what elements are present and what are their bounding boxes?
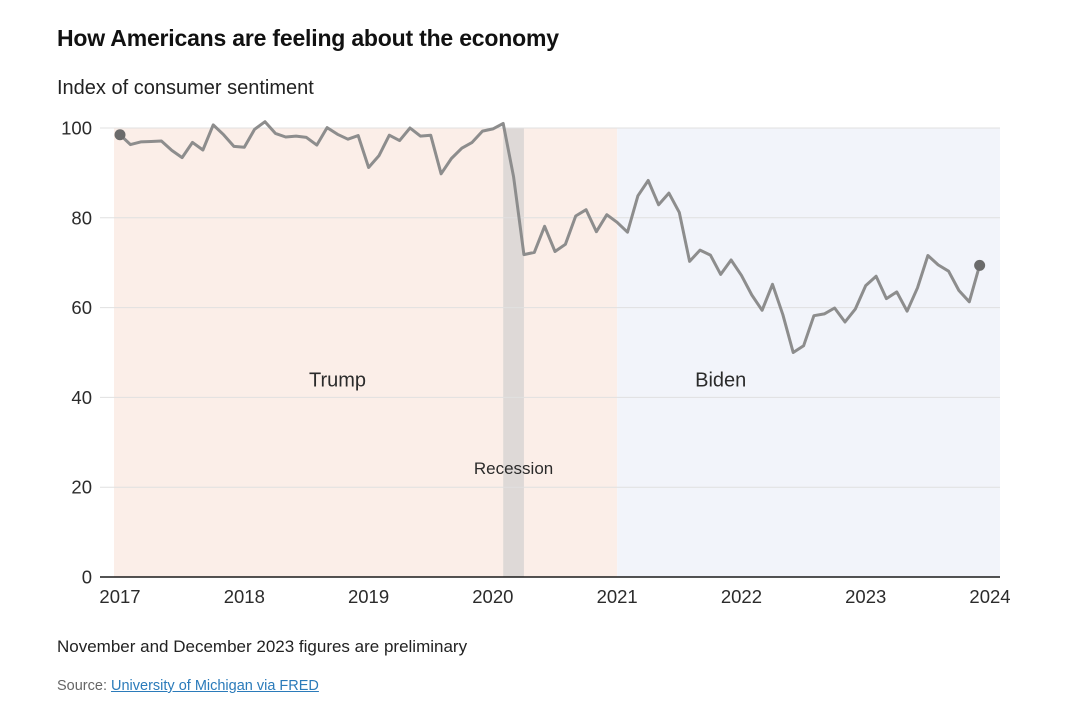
chart-subtitle: Index of consumer sentiment [57, 77, 314, 99]
y-tick-label-20: 20 [71, 477, 92, 498]
y-tick-label-80: 80 [71, 207, 92, 228]
era-region-trump [114, 128, 618, 577]
y-tick-label-40: 40 [71, 387, 92, 408]
end-dot [974, 259, 986, 271]
x-tick-label-2017: 2017 [99, 586, 140, 607]
y-tick-label-0: 0 [82, 567, 92, 588]
annotation-biden: Biden [695, 369, 746, 391]
y-tick-label-100: 100 [61, 118, 92, 139]
x-tick-label-2019: 2019 [348, 586, 389, 607]
x-tick-label-2020: 2020 [472, 586, 513, 607]
chart-title: How Americans are feeling about the econ… [57, 25, 559, 51]
footnote: November and December 2023 figures are p… [57, 637, 468, 656]
consumer-sentiment-chart: 0 20 40 60 80 100 2017 2018 2019 2020 2021 2022 2023… [61, 118, 1010, 608]
era-region-biden [617, 128, 1000, 577]
x-tick-label-2021: 2021 [597, 586, 638, 607]
source-label: Source: [57, 678, 107, 694]
recession-band [503, 128, 524, 577]
source-link[interactable]: University of Michigan via FRED [111, 678, 319, 694]
annotation-recession: Recession [474, 459, 553, 478]
sentiment-line [118, 120, 982, 354]
start-dot [114, 129, 126, 141]
source-line: Source: University of Michigan via FRED [57, 678, 319, 694]
x-tick-label-2018: 2018 [224, 586, 265, 607]
x-tick-label-2024: 2024 [969, 586, 1010, 607]
x-tick-label-2023: 2023 [845, 586, 886, 607]
x-tick-label-2022: 2022 [721, 586, 762, 607]
y-tick-label-60: 60 [71, 297, 92, 318]
annotation-trump: Trump [309, 369, 366, 391]
